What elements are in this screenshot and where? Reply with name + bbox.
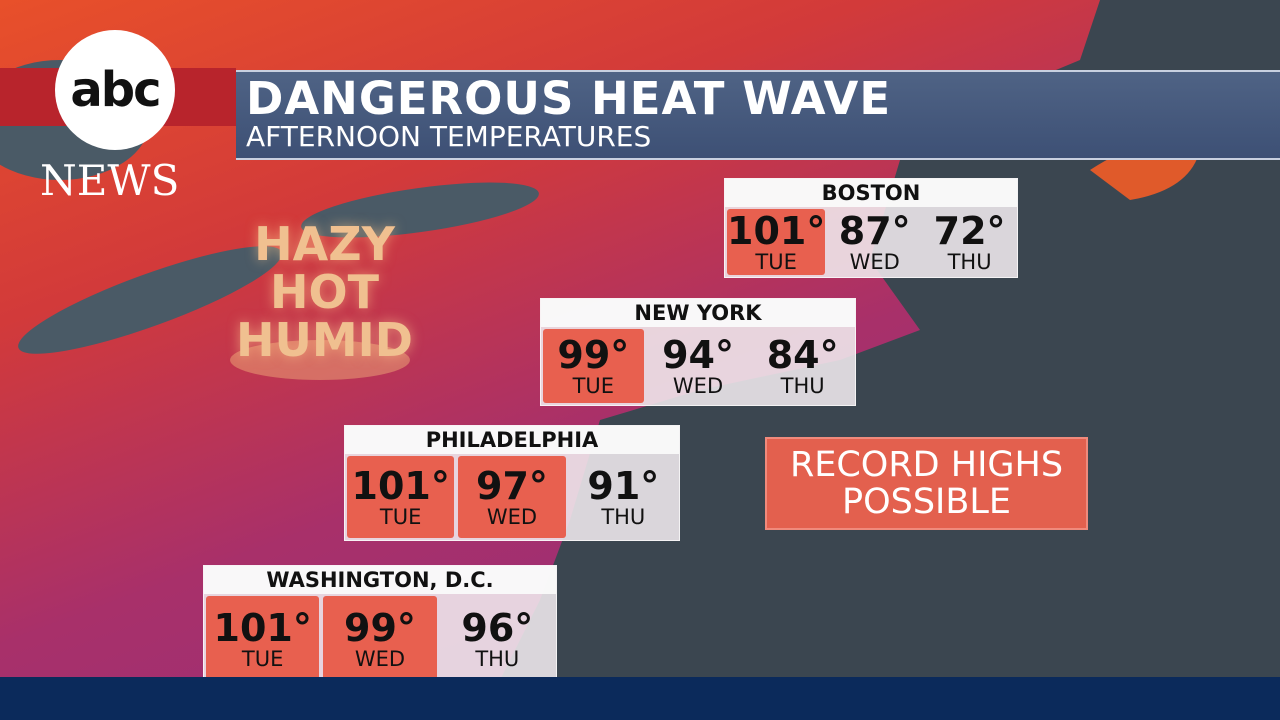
- forecast-cell: 94° WED: [648, 329, 749, 403]
- subtitle: AFTERNOON TEMPERATURES: [246, 120, 652, 153]
- forecast-cell: 96° THU: [441, 596, 554, 682]
- alert-line: POSSIBLE: [841, 481, 1012, 522]
- temperature: 84°: [766, 333, 839, 377]
- alert: RECORD HIGHS POSSIBLE: [765, 437, 1088, 530]
- footer-bar: [0, 677, 1280, 720]
- lake: [18, 246, 282, 354]
- haze: [230, 340, 410, 380]
- day-label: WED: [486, 505, 538, 529]
- forecast-cell: 84° THU: [752, 329, 853, 403]
- day-label: WED: [849, 250, 900, 274]
- forecast-cell: 101° TUE: [206, 596, 320, 682]
- temperature: 101°: [727, 209, 826, 253]
- day-label: THU: [947, 250, 992, 274]
- city-name: WASHINGTON, D.C.: [204, 566, 556, 594]
- city-name: NEW YORK: [541, 299, 855, 327]
- temperature: 99°: [557, 333, 630, 377]
- logo-text: NEWS: [40, 156, 180, 205]
- temperature: 99°: [344, 606, 416, 650]
- callout-line: HUMID: [236, 313, 413, 367]
- lake: [301, 182, 539, 238]
- forecast-row: 101° TUE 87° WED 72° THU: [725, 207, 1017, 277]
- day-label: WED: [354, 647, 406, 671]
- day-label: THU: [780, 374, 825, 398]
- temperature: 94°: [662, 333, 734, 377]
- temperature: 97°: [476, 464, 548, 508]
- forecast-cell: 72° THU: [924, 209, 1015, 275]
- temperature: 72°: [933, 209, 1006, 253]
- callout: HAZY HOT HUMID: [222, 220, 427, 364]
- forecast-cell: 97° WED: [458, 456, 566, 538]
- forecast-row: 99° TUE 94° WED 84° THU: [541, 327, 855, 405]
- alert-line: RECORD HIGHS: [789, 444, 1064, 485]
- header-bar: [236, 70, 1280, 160]
- title: DANGEROUS HEAT WAVE: [246, 72, 892, 125]
- temperature: 101°: [213, 606, 312, 650]
- city-name: BOSTON: [725, 179, 1017, 207]
- day-label: TUE: [755, 250, 797, 274]
- temperature: 101°: [351, 464, 450, 508]
- city-box: NEW YORK 99° TUE 94° WED 84° THU: [540, 298, 856, 406]
- city-box: PHILADELPHIA 101° TUE 97° WED 91° THU: [344, 425, 680, 541]
- temperature: 96°: [461, 606, 534, 650]
- day-label: TUE: [572, 374, 615, 398]
- city-box: BOSTON 101° TUE 87° WED 72° THU: [724, 178, 1018, 278]
- logo: abc: [55, 30, 175, 150]
- forecast-cell: 91° THU: [570, 456, 677, 538]
- day-label: TUE: [241, 647, 284, 671]
- temperature: 91°: [587, 464, 660, 508]
- forecast-row: 101° TUE 99° WED 96° THU: [204, 594, 556, 684]
- callout-line: HOT: [270, 265, 379, 319]
- city-box: WASHINGTON, D.C. 101° TUE 99° WED 96° THU: [203, 565, 557, 685]
- temperature: 87°: [838, 209, 911, 253]
- city-name: PHILADELPHIA: [345, 426, 679, 454]
- day-label: THU: [475, 647, 520, 671]
- forecast-cell: 87° WED: [829, 209, 920, 275]
- day-label: WED: [672, 374, 724, 398]
- callout-line: HAZY: [254, 217, 395, 271]
- day-label: THU: [601, 505, 646, 529]
- day-label: TUE: [379, 505, 422, 529]
- forecast-cell: 101° TUE: [347, 456, 455, 538]
- forecast-cell: 99° TUE: [543, 329, 644, 403]
- forecast-cell: 99° WED: [323, 596, 437, 682]
- forecast-cell: 101° TUE: [727, 209, 826, 275]
- forecast-row: 101° TUE 97° WED 91° THU: [345, 454, 679, 540]
